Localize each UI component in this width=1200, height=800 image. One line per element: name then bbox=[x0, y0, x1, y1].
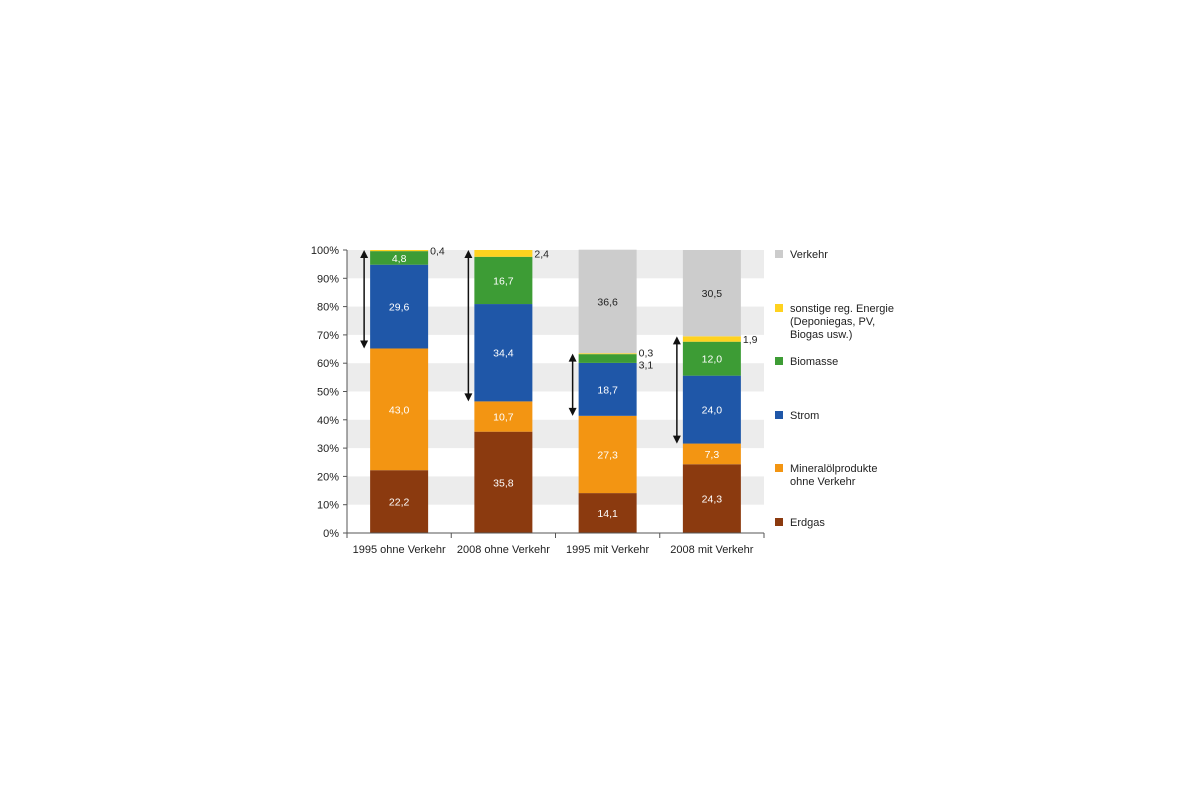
data-label: 30,5 bbox=[702, 288, 723, 300]
bar-segment bbox=[682, 443, 741, 465]
arrow-head-up bbox=[568, 353, 577, 362]
arrow-head-down bbox=[672, 435, 681, 444]
data-label: 12,0 bbox=[702, 354, 723, 366]
x-tick-label: 1995 mit Verkehr bbox=[566, 544, 649, 556]
bar-segment bbox=[370, 470, 429, 533]
x-tick-label: 1995 ohne Verkehr bbox=[353, 544, 446, 556]
data-label: 4,8 bbox=[392, 253, 407, 265]
legend-label-line: Erdgas bbox=[790, 517, 825, 529]
y-tick-label: 0% bbox=[323, 528, 339, 540]
legend-swatch bbox=[775, 464, 783, 472]
data-label: 0,3 bbox=[639, 347, 654, 359]
data-label: 18,7 bbox=[597, 384, 618, 396]
legend-label-line: Strom bbox=[790, 410, 819, 422]
y-tick-label: 50% bbox=[317, 387, 339, 399]
bar-segment bbox=[370, 348, 429, 471]
data-label: 16,7 bbox=[493, 275, 514, 287]
bar-segment bbox=[474, 401, 533, 432]
data-label: 24,0 bbox=[702, 405, 723, 417]
x-tick-label: 2008 mit Verkehr bbox=[670, 544, 753, 556]
y-tick-label: 40% bbox=[317, 415, 339, 427]
legend-label: Strom bbox=[790, 410, 819, 422]
bar-segment bbox=[370, 251, 429, 265]
data-label: 24,3 bbox=[702, 494, 723, 506]
legend-label-line: Biogas usw.) bbox=[790, 329, 852, 341]
bars: 22,2 43,0 29,6 4,8 35,8 10,7 34,4 16,7 14,1 27,3 1… bbox=[370, 246, 758, 533]
bar-segment bbox=[370, 264, 429, 349]
legend-label: Erdgas bbox=[790, 517, 825, 529]
data-label: 36,6 bbox=[597, 297, 618, 309]
y-tick-label: 70% bbox=[317, 330, 339, 342]
legend-label-line: Mineralölprodukte bbox=[790, 463, 877, 475]
arrow-head-up bbox=[672, 336, 681, 345]
bar-segment bbox=[682, 250, 741, 337]
bar-segment bbox=[682, 341, 741, 376]
legend-swatch bbox=[775, 250, 783, 258]
arrow-head-down bbox=[360, 340, 369, 349]
data-label: 2,4 bbox=[534, 248, 549, 260]
bar-segment bbox=[578, 354, 637, 363]
data-label: 0,4 bbox=[430, 246, 445, 258]
data-label: 35,8 bbox=[493, 477, 514, 489]
x-tick-label: 2008 ohne Verkehr bbox=[457, 544, 550, 556]
bar-segment bbox=[682, 375, 741, 444]
bar-segment bbox=[578, 249, 637, 354]
bar-segment bbox=[578, 493, 637, 533]
bar-segment bbox=[474, 256, 533, 305]
bar-segment bbox=[474, 431, 533, 533]
legend-label: Biomasse bbox=[790, 356, 838, 368]
legend-swatch bbox=[775, 304, 783, 312]
legend-swatch bbox=[775, 518, 783, 526]
arrow-head-down bbox=[568, 407, 577, 416]
data-label: 10,7 bbox=[493, 412, 514, 424]
arrow-head-up bbox=[360, 250, 369, 258]
bar-segment bbox=[578, 415, 637, 494]
axes: 0% 10% 20% 30% 40% 50% 60% 70% 80% 90% 100% 1995 oh… bbox=[311, 245, 765, 556]
legend-label-line: sonstige reg. Energie bbox=[790, 303, 894, 315]
range-arrows bbox=[360, 250, 681, 444]
bar-segment bbox=[682, 464, 741, 533]
bar-segment bbox=[370, 250, 429, 252]
data-label: 3,1 bbox=[639, 359, 654, 371]
y-tick-label: 100% bbox=[311, 245, 339, 257]
legend-label: sonstige reg. Energie (Deponiegas, PV, Bio… bbox=[790, 303, 894, 341]
y-tick-label: 60% bbox=[317, 358, 339, 370]
bar-segment bbox=[474, 250, 533, 257]
arrow-head-down bbox=[464, 393, 473, 402]
legend-label-line: (Deponiegas, PV, bbox=[790, 316, 875, 328]
y-tick-label: 90% bbox=[317, 273, 339, 285]
y-tick-label: 30% bbox=[317, 443, 339, 455]
y-tick-label: 20% bbox=[317, 471, 339, 483]
legend-label-line: Biomasse bbox=[790, 356, 838, 368]
data-label: 34,4 bbox=[493, 348, 514, 360]
data-label: 1,9 bbox=[743, 334, 758, 346]
legend: Verkehr sonstige reg. Energie (Deponiegas,… bbox=[775, 249, 894, 529]
data-label: 22,2 bbox=[389, 497, 410, 509]
y-tick-label: 80% bbox=[317, 302, 339, 314]
legend-label-line: Verkehr bbox=[790, 249, 828, 261]
legend-label: Verkehr bbox=[790, 249, 828, 261]
bar-segment bbox=[578, 353, 637, 355]
data-label: 27,3 bbox=[597, 449, 618, 461]
y-tick-label: 10% bbox=[317, 500, 339, 512]
bar-segment bbox=[578, 362, 637, 416]
data-label: 29,6 bbox=[389, 302, 410, 314]
legend-label: Mineralölprodukte ohne Verkehr bbox=[790, 463, 877, 488]
arrow-head-up bbox=[464, 250, 473, 258]
legend-swatch bbox=[775, 411, 783, 419]
legend-swatch bbox=[775, 357, 783, 365]
bar-segment bbox=[474, 304, 533, 402]
legend-label-line: ohne Verkehr bbox=[790, 476, 856, 488]
data-label: 14,1 bbox=[597, 508, 618, 520]
data-label: 43,0 bbox=[389, 404, 410, 416]
data-label: 7,3 bbox=[705, 449, 720, 461]
bar-segment bbox=[682, 336, 741, 342]
